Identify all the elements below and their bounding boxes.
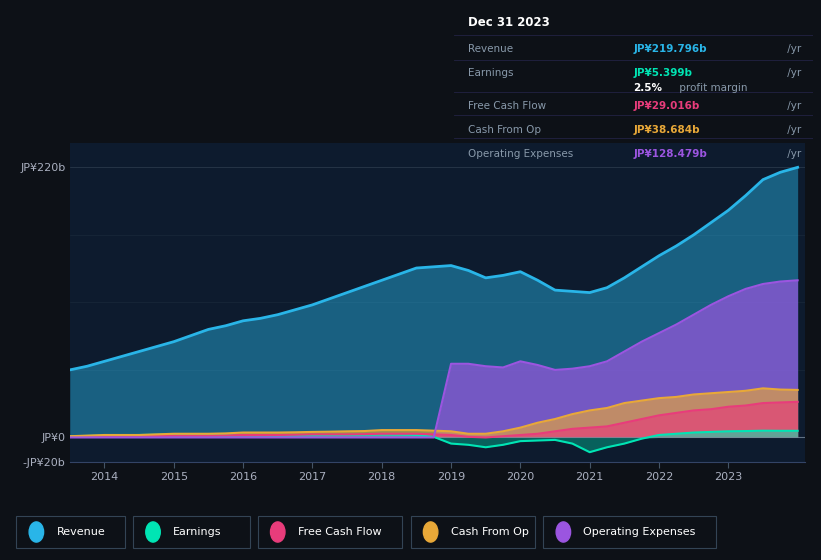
Text: /yr: /yr <box>784 124 801 134</box>
Text: Dec 31 2023: Dec 31 2023 <box>468 16 550 29</box>
Text: Operating Expenses: Operating Expenses <box>468 150 574 160</box>
Ellipse shape <box>556 522 571 542</box>
Text: Cash From Op: Cash From Op <box>468 124 541 134</box>
Text: profit margin: profit margin <box>677 83 748 94</box>
Ellipse shape <box>270 522 285 542</box>
Text: Free Cash Flow: Free Cash Flow <box>468 101 547 111</box>
Text: 2.5%: 2.5% <box>634 83 663 94</box>
Text: /yr: /yr <box>784 101 801 111</box>
Text: Revenue: Revenue <box>57 527 105 537</box>
Text: Free Cash Flow: Free Cash Flow <box>298 527 382 537</box>
Text: Revenue: Revenue <box>468 44 513 54</box>
Text: JP¥38.684b: JP¥38.684b <box>634 124 700 134</box>
Text: JP¥29.016b: JP¥29.016b <box>634 101 699 111</box>
Ellipse shape <box>29 522 44 542</box>
Text: Earnings: Earnings <box>468 68 514 78</box>
Ellipse shape <box>146 522 160 542</box>
Text: JP¥5.399b: JP¥5.399b <box>634 68 692 78</box>
Text: JP¥128.479b: JP¥128.479b <box>634 150 707 160</box>
Text: Operating Expenses: Operating Expenses <box>584 527 696 537</box>
Text: /yr: /yr <box>784 68 801 78</box>
Text: /yr: /yr <box>784 44 801 54</box>
Text: JP¥219.796b: JP¥219.796b <box>634 44 707 54</box>
Text: Earnings: Earnings <box>173 527 222 537</box>
Text: Cash From Op: Cash From Op <box>451 527 529 537</box>
Text: /yr: /yr <box>784 150 801 160</box>
Ellipse shape <box>424 522 438 542</box>
